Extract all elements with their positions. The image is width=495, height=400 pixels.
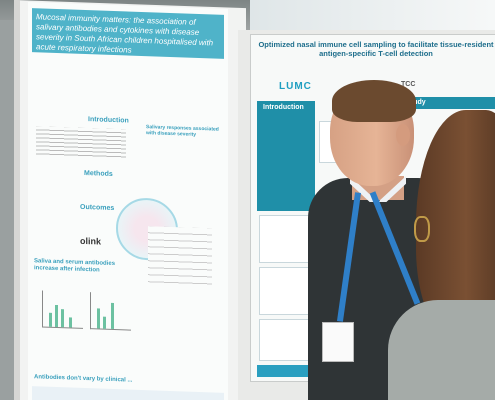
poster-left-table <box>148 226 212 289</box>
poster-left-footer <box>32 386 224 400</box>
poster-left-title: Mucosal immunity matters: the associatio… <box>32 8 224 59</box>
poster-left-methods: Methods <box>84 169 113 178</box>
poster-right-title: Optimized nasal immune cell sampling to … <box>258 40 494 58</box>
woman-sweater <box>388 300 495 400</box>
poster-left-results-heading: Saliva and serum antibodies increase aft… <box>34 258 116 274</box>
poster-left-chart-2 <box>90 292 131 331</box>
poster-right-logo-2: TCC <box>401 81 416 88</box>
poster-left-outcomes: Outcomes <box>80 203 115 213</box>
poster-left-right-heading: Salivary responses associated with disea… <box>146 124 219 138</box>
poster-right-chart-3 <box>259 319 315 361</box>
name-badge <box>322 322 354 362</box>
poster-left-introduction: Introduction <box>88 116 129 125</box>
man-hair <box>332 80 416 122</box>
poster-right-logo: LUMC <box>279 81 312 92</box>
poster-left-authors <box>34 60 222 67</box>
poster-right-intro-panel: Introduction <box>257 101 315 211</box>
poster-left: Mucosal immunity matters: the associatio… <box>28 2 228 400</box>
man-ear <box>396 124 410 146</box>
glasses <box>414 216 430 242</box>
poster-right-study-bar: study <box>401 97 495 109</box>
poster-left-logo: olink <box>80 235 102 247</box>
poster-right-chart-2 <box>259 267 315 315</box>
poster-right-chart-1 <box>259 215 315 263</box>
poster-left-chart-1 <box>42 290 83 329</box>
poster-right-study: study <box>407 99 426 106</box>
poster-right-introduction: Introduction <box>263 104 304 111</box>
poster-left-bottom-heading: Antibodies don't vary by clinical ... <box>34 374 133 384</box>
poster-left-bullets <box>36 126 126 160</box>
